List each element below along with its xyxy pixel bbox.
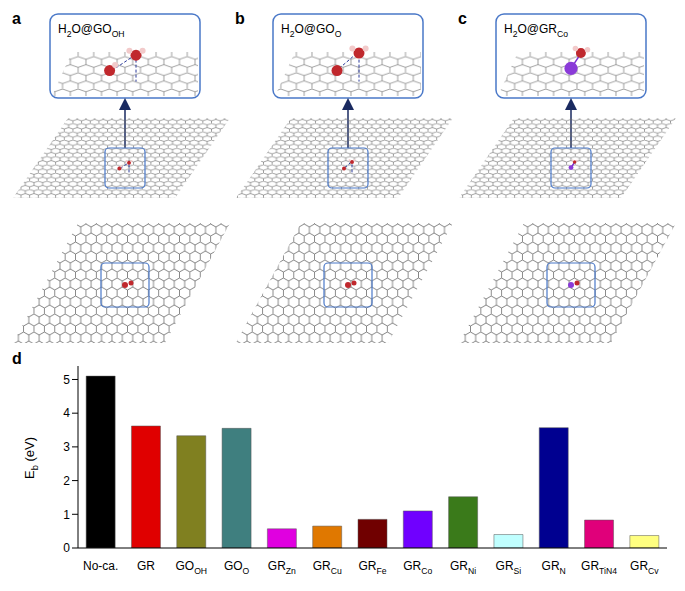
svg-text:H2O@GOOH: H2O@GOOH bbox=[58, 22, 125, 39]
svg-text:Eb (eV): Eb (eV) bbox=[22, 437, 40, 479]
svg-text:a: a bbox=[12, 10, 21, 27]
svg-text:b: b bbox=[235, 10, 245, 27]
svg-text:1: 1 bbox=[63, 508, 70, 522]
svg-text:GRNi: GRNi bbox=[450, 559, 476, 576]
svg-text:GRN: GRN bbox=[542, 559, 566, 576]
svg-text:5: 5 bbox=[63, 373, 70, 387]
svg-text:GRTiN4: GRTiN4 bbox=[581, 559, 617, 576]
svg-text:3: 3 bbox=[63, 440, 70, 454]
svg-text:GRZn: GRZn bbox=[268, 559, 296, 576]
svg-text:GOO: GOO bbox=[224, 559, 250, 576]
svg-text:d: d bbox=[12, 350, 22, 367]
svg-text:0: 0 bbox=[63, 541, 70, 555]
svg-text:2: 2 bbox=[63, 474, 70, 488]
svg-text:GOOH: GOOH bbox=[175, 559, 207, 576]
svg-text:H2O@GOO: H2O@GOO bbox=[281, 22, 342, 39]
svg-text:GR: GR bbox=[137, 559, 155, 573]
svg-text:c: c bbox=[458, 10, 467, 27]
svg-text:GRSi: GRSi bbox=[496, 559, 522, 576]
svg-text:4: 4 bbox=[63, 406, 70, 420]
svg-text:GRCo: GRCo bbox=[403, 559, 432, 576]
svg-text:GRCu: GRCu bbox=[313, 559, 342, 576]
svg-text:GRCv: GRCv bbox=[630, 559, 659, 576]
svg-text:No-ca.: No-ca. bbox=[83, 559, 118, 573]
svg-text:GRFe: GRFe bbox=[358, 559, 386, 576]
svg-text:H2O@GRCo: H2O@GRCo bbox=[504, 22, 568, 39]
